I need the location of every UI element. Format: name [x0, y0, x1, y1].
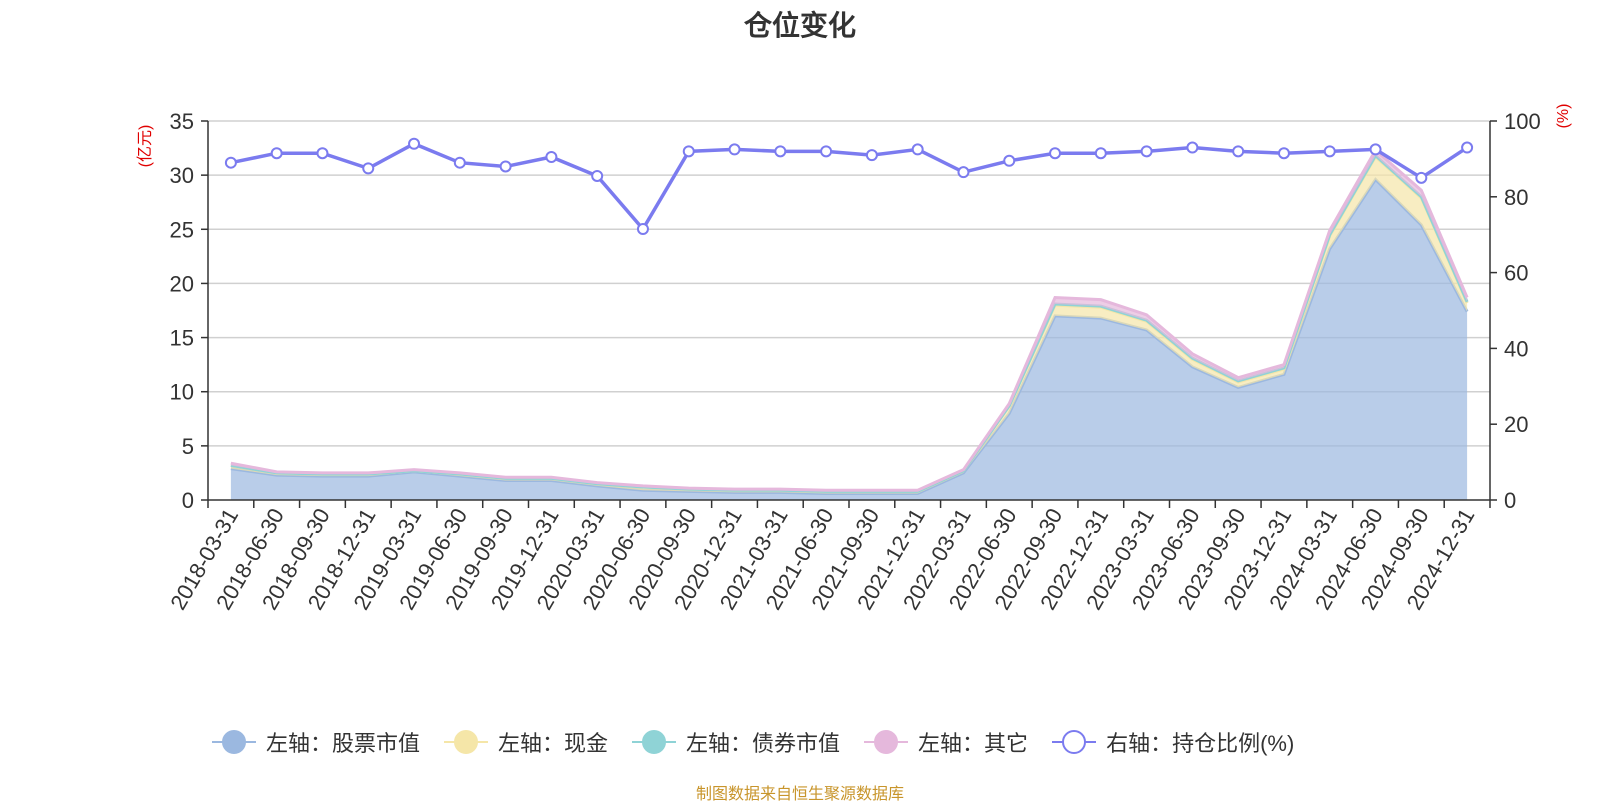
legend-item[interactable]: 左轴：股票市值 — [210, 726, 420, 758]
right-tick-label: 20 — [1504, 412, 1528, 437]
right-tick-label: 60 — [1504, 261, 1528, 286]
ratio-point — [682, 145, 695, 158]
legend-marker-icon — [864, 730, 909, 754]
right-tick-label: 40 — [1504, 336, 1528, 361]
legend: 左轴：股票市值 左轴：现金 左轴：债券市值 左轴：其它 右轴：持仓比例(%) — [210, 722, 1316, 762]
ratio-point — [911, 143, 924, 156]
ratio-point — [865, 149, 878, 162]
right-axis-label: (%) — [1555, 104, 1572, 129]
ratio-point — [1140, 145, 1153, 158]
legend-item[interactable]: 左轴：现金 — [442, 726, 608, 758]
ratio-point — [1232, 145, 1245, 158]
left-tick-label: 0 — [182, 488, 194, 513]
left-axis-label: (亿元) — [136, 125, 154, 168]
legend-label: 左轴：股票市值 — [266, 731, 421, 756]
ratio-point — [1003, 154, 1016, 167]
area-line-左轴：其它 — [230, 147, 1469, 492]
ratio-point — [408, 137, 421, 150]
ratio-point — [728, 143, 741, 156]
source-note: 制图数据来自恒生聚源数据库 — [695, 786, 904, 803]
ratio-point — [362, 162, 375, 175]
ratio-point — [1461, 141, 1474, 154]
legend-item[interactable]: 左轴：债券市值 — [630, 726, 840, 758]
ratio-point — [591, 169, 604, 182]
ratio-point — [1369, 143, 1382, 156]
chart-title: 仓位变化 — [743, 10, 856, 41]
right-tick-label: 80 — [1504, 185, 1528, 210]
legend-label: 左轴：现金 — [498, 731, 609, 756]
left-tick-label: 10 — [170, 380, 194, 405]
ratio-point — [1049, 147, 1062, 160]
area-左轴：股票市值 — [230, 179, 1468, 500]
left-tick-label: 5 — [182, 434, 194, 459]
ratio-point — [636, 223, 649, 236]
ratio-point — [545, 151, 558, 164]
ratio-point — [1094, 147, 1107, 160]
right-tick-label: 0 — [1504, 488, 1516, 513]
ratio-point — [774, 145, 787, 158]
ratio-point — [1323, 145, 1336, 158]
ratio-point — [453, 156, 466, 169]
left-tick-label: 20 — [170, 271, 194, 296]
left-tick-label: 25 — [170, 217, 194, 242]
left-tick-label: 30 — [170, 163, 194, 188]
legend-marker-icon — [444, 730, 489, 754]
ratio-point — [270, 147, 283, 160]
legend-item[interactable]: 左轴：其它 — [862, 726, 1028, 758]
legend-label: 右轴：持仓比例(%) — [1106, 731, 1295, 756]
legend-marker-icon — [1052, 730, 1097, 754]
ratio-point — [224, 156, 237, 169]
ratio-point — [1415, 171, 1428, 184]
ratio-point — [1186, 141, 1199, 154]
ratio-line — [230, 141, 1469, 233]
legend-label: 左轴：其它 — [918, 731, 1029, 756]
ratio-point — [1277, 147, 1290, 160]
left-tick-label: 35 — [170, 109, 194, 134]
legend-marker-icon — [632, 730, 677, 754]
left-tick-label: 15 — [170, 326, 194, 351]
ratio-point — [820, 145, 833, 158]
ratio-point — [957, 166, 970, 179]
right-tick-label: 100 — [1504, 109, 1541, 134]
ratio-point — [316, 147, 329, 160]
legend-marker-icon — [212, 730, 256, 754]
legend-item[interactable]: 右轴：持仓比例(%) — [1050, 726, 1294, 758]
ratio-point — [499, 160, 512, 173]
legend-label: 左轴：债券市值 — [686, 731, 841, 756]
